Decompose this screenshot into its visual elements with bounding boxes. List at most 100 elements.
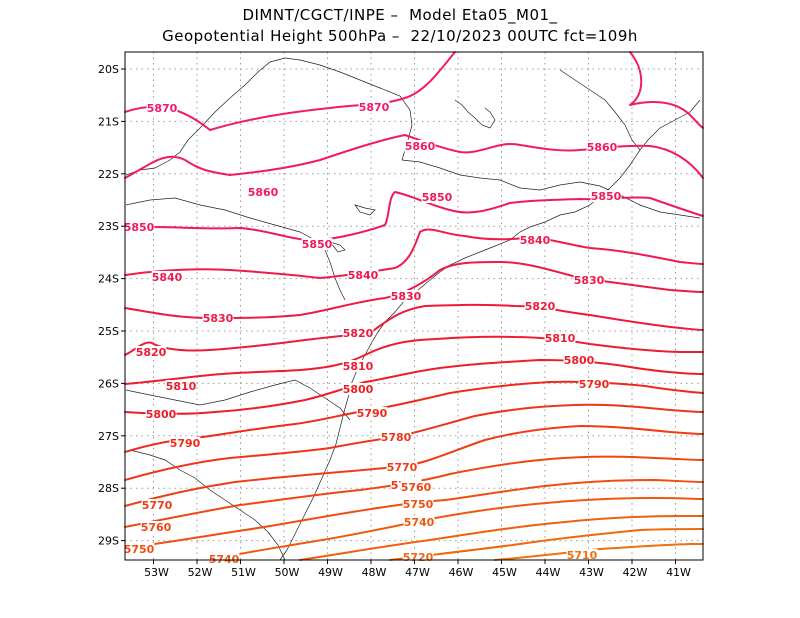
contour-label: 5770	[387, 461, 418, 474]
contour-label: 5850	[302, 238, 333, 251]
river-border	[129, 449, 286, 561]
contour-label: 5800	[564, 354, 595, 367]
contour-labels: 5870 5870 5860 5860 5860 5850 5850 5850 5850 5840…	[123, 101, 622, 566]
contour-label: 5790	[579, 378, 610, 391]
contour-label-bg	[356, 407, 388, 419]
contour-label: 5760	[141, 521, 172, 534]
state-border-middle	[125, 197, 346, 301]
lon-tick-label: 48W	[362, 566, 387, 579]
latitude-tick-labels: 20S 21S 22S 23S 24S 25S 26S 27S 28S 29S	[98, 63, 119, 548]
contour-label-bg	[390, 290, 422, 302]
contour-label: 5750	[124, 543, 155, 556]
coastline	[279, 99, 701, 561]
contour-label: 5710	[567, 549, 598, 562]
lat-tick-label: 22S	[98, 168, 119, 181]
lon-tick-label: 45W	[492, 566, 517, 579]
lon-tick-label: 47W	[405, 566, 430, 579]
contour-label: 5850	[124, 221, 155, 234]
lat-tick-label: 27S	[98, 430, 119, 443]
contour-label-bg	[404, 140, 436, 152]
contour-label: 5860	[587, 141, 618, 154]
lake-2	[354, 204, 376, 216]
contour-label-bg	[342, 327, 374, 339]
contour-label: 5860	[405, 140, 436, 153]
contour-label: 5840	[348, 269, 379, 282]
contour-label: 5720	[403, 551, 434, 564]
contour-label: 5870	[147, 102, 178, 115]
contour-line	[124, 455, 704, 528]
lon-tick-label: 53W	[144, 566, 169, 579]
contour-label-bg	[403, 516, 435, 528]
contour-label-bg	[208, 553, 240, 565]
contour-label-bg	[386, 461, 418, 473]
lat-tick-label: 25S	[98, 325, 119, 338]
lon-tick-label: 44W	[536, 566, 561, 579]
contour-label-bg	[524, 300, 556, 312]
state-border-east	[401, 159, 701, 219]
lon-tick-label: 46W	[449, 566, 474, 579]
contour-label-bg	[380, 431, 412, 443]
contour-label: 5780	[381, 431, 412, 444]
lat-tick-label: 29S	[98, 535, 119, 548]
contour-label-bg	[165, 380, 197, 392]
lon-tick-label: 42W	[623, 566, 648, 579]
contour-label-bg	[123, 221, 155, 233]
lon-tick-label: 43W	[579, 566, 604, 579]
contour-label-bg	[586, 141, 618, 153]
lat-tick-label: 20S	[98, 63, 119, 76]
lat-tick-label: 28S	[98, 482, 119, 495]
contour-line	[124, 380, 704, 453]
contour-label-bg	[400, 481, 432, 493]
chart-title-line-2: Geopotential Height 500hPa – 22/10/2023 …	[162, 27, 638, 45]
lon-tick-label: 50W	[275, 566, 300, 579]
contour-line	[124, 403, 704, 481]
contour-line	[124, 425, 704, 507]
contour-label: 5790	[170, 437, 201, 450]
contour-label: 5790	[357, 407, 388, 420]
contour-label-bg	[301, 238, 333, 250]
contour-label-bg	[151, 271, 183, 283]
contour-label-bg	[146, 102, 178, 114]
contour-label: 5830	[574, 274, 605, 287]
contour-label-bg	[247, 186, 279, 198]
contour-line	[389, 528, 704, 561]
lon-tick-label: 52W	[188, 566, 213, 579]
contour-label: 5740	[404, 516, 435, 529]
contour-label: 5820	[136, 346, 167, 359]
contour-label-bg	[135, 346, 167, 358]
contour-label-bg	[544, 332, 576, 344]
lon-tick-label: 49W	[318, 566, 343, 579]
contour-label: 5800	[146, 408, 177, 421]
lat-tick-label: 24S	[98, 273, 119, 286]
lon-tick-label: 51W	[231, 566, 256, 579]
state-border-south	[125, 379, 351, 421]
contour-label-bg	[578, 378, 610, 390]
lat-tick-label: 26S	[98, 377, 119, 390]
contour-label-bg	[519, 234, 551, 246]
contour-label-bg	[123, 543, 155, 555]
lat-tick-label: 23S	[98, 220, 119, 233]
contour-label: 5770	[142, 499, 173, 512]
contour-label-bg	[590, 190, 622, 202]
contour-label-bg	[140, 521, 172, 533]
contour-label-bg	[573, 274, 605, 286]
state-border-ne	[559, 69, 641, 151]
contour-label: 5760	[401, 481, 432, 494]
contour-label: 5870	[359, 101, 390, 114]
contour-line	[494, 543, 704, 561]
contour-label: 5810	[343, 360, 374, 373]
contour-label: 5810	[545, 332, 576, 345]
contour-label: 5820	[343, 327, 374, 340]
contour-line	[124, 335, 704, 385]
contour-lines	[124, 51, 704, 561]
contour-label: 5840	[520, 234, 551, 247]
contour-label: 5830	[391, 290, 422, 303]
contour-label: 5850	[591, 190, 622, 203]
lake-1	[454, 99, 496, 129]
contour-line	[124, 51, 704, 131]
contour-label-bg	[342, 360, 374, 372]
longitude-tick-labels: 53W 52W 51W 50W 49W 48W 47W 46W 45W 44W 43W 42W 41W	[144, 566, 691, 579]
contour-line	[124, 359, 704, 415]
chart-title-line-1: DIMNT/CGCT/INPE – Model Eta05_M01_	[242, 6, 558, 24]
contour-label: 5830	[203, 312, 234, 325]
